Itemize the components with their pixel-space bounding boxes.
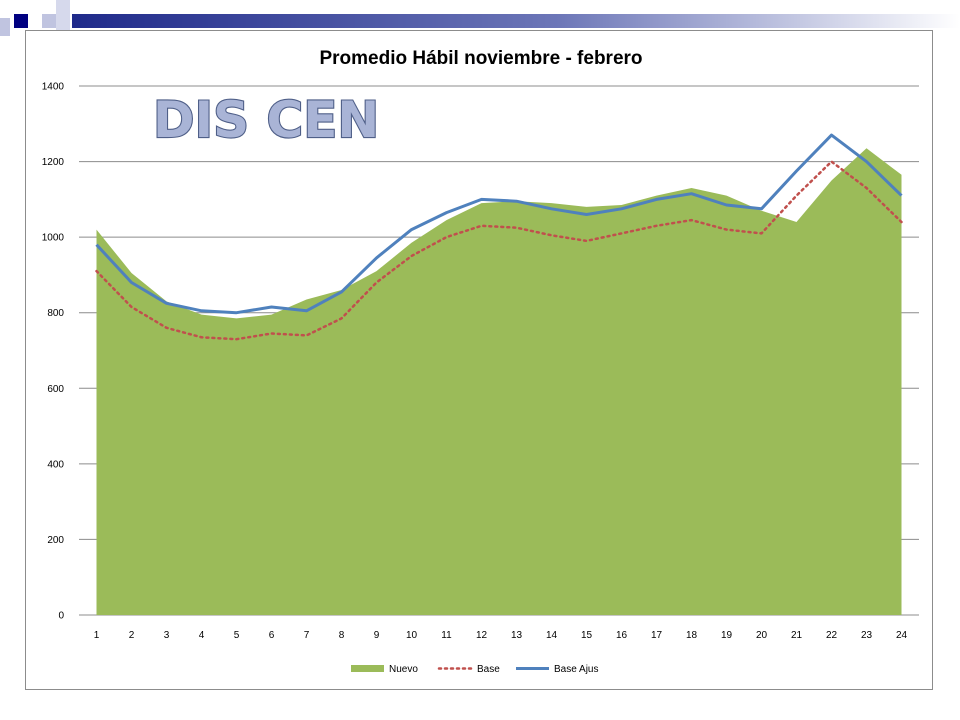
slide-header-bar <box>72 14 960 28</box>
y-tick-label-200: 200 <box>47 535 64 546</box>
x-tick-label-23: 23 <box>861 630 873 641</box>
x-tick-label-3: 3 <box>164 630 170 641</box>
x-tick-label-8: 8 <box>339 630 345 641</box>
y-tick-label-0: 0 <box>58 611 64 622</box>
line-chart: Promedio Hábil noviembre - febrero 0 200 4… <box>42 48 919 675</box>
x-tick-label-21: 21 <box>791 630 803 641</box>
legend-label-nuevo: Nuevo <box>389 664 418 675</box>
legend-label-base-ajus: Base Ajus <box>554 664 598 675</box>
x-tick-label-18: 18 <box>686 630 698 641</box>
y-tick-label-800: 800 <box>47 308 64 319</box>
series-line-base-ajus <box>95 133 903 315</box>
x-tick-label-1: 1 <box>94 630 100 641</box>
x-tick-label-14: 14 <box>546 630 558 641</box>
x-tick-label-20: 20 <box>756 630 768 641</box>
legend-label-base: Base <box>477 664 500 675</box>
x-tick-label-5: 5 <box>234 630 240 641</box>
x-axis-tick-labels: 1 2 3 4 5 6 7 8 9 10 11 12 13 14 15 16 17 18 19 20 21 22 23 24 <box>94 630 908 641</box>
deco-square-light-3 <box>56 0 70 30</box>
deco-square-dark <box>14 14 28 28</box>
chart-frame: Promedio Hábil noviembre - febrero 0 200 4… <box>25 30 933 690</box>
deco-square-light-2 <box>42 14 56 28</box>
x-tick-label-22: 22 <box>826 630 838 641</box>
x-tick-label-10: 10 <box>406 630 418 641</box>
x-tick-label-4: 4 <box>199 630 205 641</box>
y-tick-label-1400: 1400 <box>42 82 65 93</box>
x-tick-label-12: 12 <box>476 630 488 641</box>
series-line-base <box>95 160 903 341</box>
x-tick-label-11: 11 <box>441 630 452 641</box>
x-tick-label-2: 2 <box>129 630 135 641</box>
y-tick-label-1200: 1200 <box>42 157 65 168</box>
x-tick-label-17: 17 <box>651 630 663 641</box>
chart-title: Promedio Hábil noviembre - febrero <box>319 48 642 69</box>
x-tick-label-13: 13 <box>511 630 523 641</box>
x-tick-label-19: 19 <box>721 630 733 641</box>
series-area-nuevo <box>96 148 902 616</box>
line-series <box>95 133 903 341</box>
y-tick-label-600: 600 <box>47 384 64 395</box>
slide-decoration <box>0 0 70 36</box>
x-tick-label-6: 6 <box>269 630 275 641</box>
y-axis-tick-labels: 0 200 400 600 800 1000 1200 1400 <box>42 82 65 622</box>
x-tick-label-15: 15 <box>581 630 593 641</box>
x-tick-label-16: 16 <box>616 630 628 641</box>
deco-square-light <box>0 18 10 36</box>
legend-swatch-nuevo <box>351 665 384 672</box>
x-tick-label-24: 24 <box>896 630 908 641</box>
y-tick-label-1000: 1000 <box>42 233 65 244</box>
area-series <box>96 148 902 616</box>
legend: Nuevo Base Base Ajus <box>351 664 598 675</box>
watermark-text: DIS CEN <box>153 91 379 149</box>
y-tick-label-400: 400 <box>47 459 64 470</box>
x-tick-label-9: 9 <box>374 630 380 641</box>
x-tick-label-7: 7 <box>304 630 310 641</box>
